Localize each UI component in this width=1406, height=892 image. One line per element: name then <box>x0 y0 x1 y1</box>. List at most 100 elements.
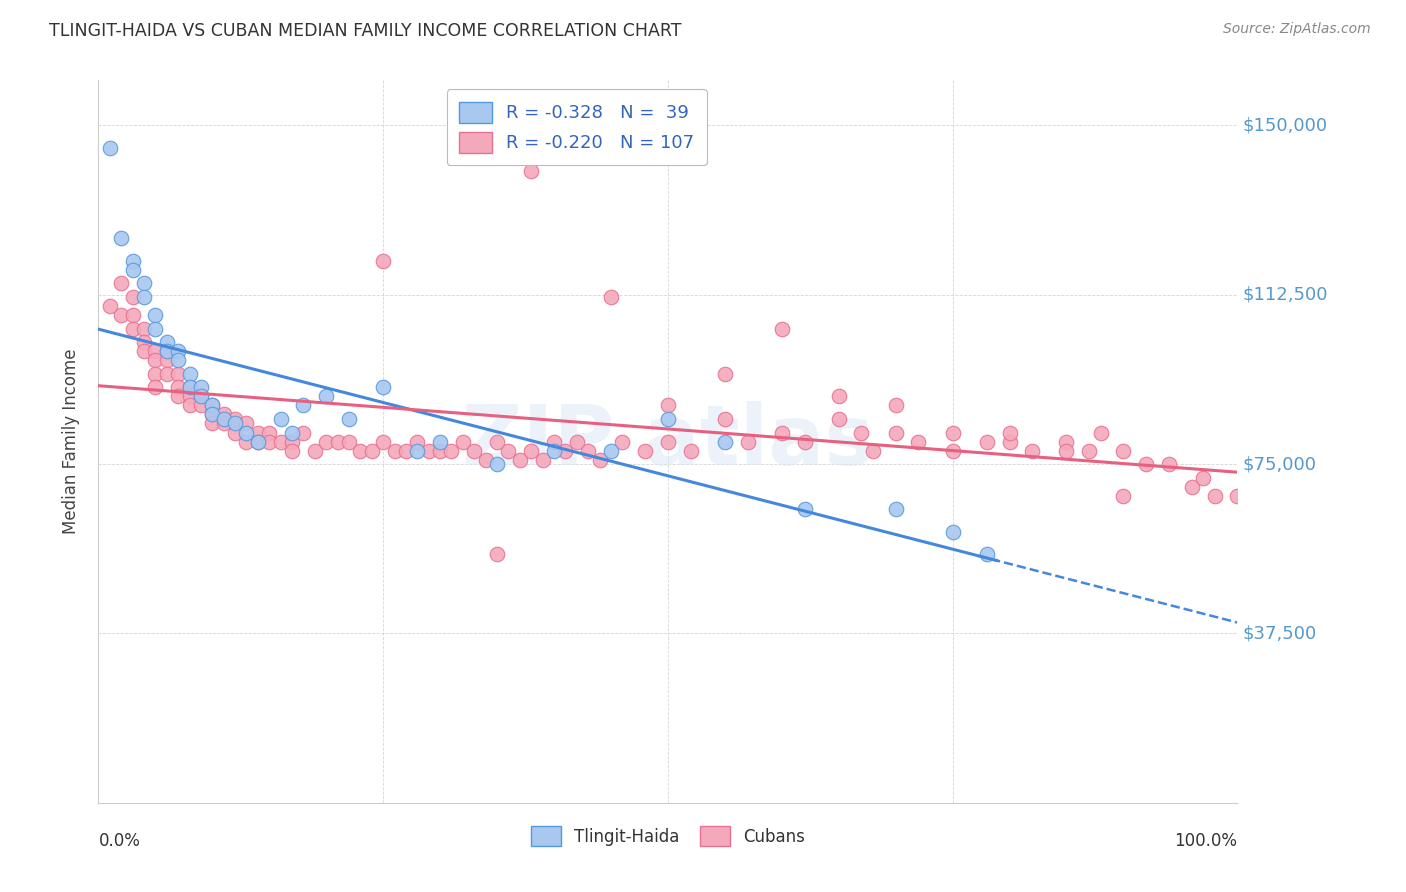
Point <box>714 367 737 381</box>
Point <box>576 443 599 458</box>
Point <box>224 417 246 431</box>
Point <box>554 443 576 458</box>
Point <box>451 434 474 449</box>
Text: 0.0%: 0.0% <box>98 831 141 850</box>
Point <box>942 524 965 539</box>
Point <box>384 443 406 458</box>
Point <box>1090 425 1112 440</box>
Point <box>884 425 907 440</box>
Point <box>851 425 873 440</box>
Point <box>132 321 155 335</box>
Point <box>486 457 509 471</box>
Point <box>190 389 212 403</box>
Point <box>679 443 702 458</box>
Legend: Tlingit-Haida, Cubans: Tlingit-Haida, Cubans <box>524 820 811 852</box>
Point <box>201 408 224 422</box>
Point <box>326 434 349 449</box>
Text: $37,500: $37,500 <box>1243 624 1317 642</box>
Point <box>156 344 179 359</box>
Point <box>509 452 531 467</box>
Point <box>190 398 212 412</box>
Point <box>828 412 851 426</box>
Point <box>1112 443 1135 458</box>
Point <box>1054 434 1078 449</box>
Point <box>190 380 212 394</box>
Point <box>942 425 965 440</box>
Point <box>737 434 759 449</box>
Point <box>714 412 737 426</box>
Point <box>167 367 190 381</box>
Point <box>145 380 167 394</box>
Point <box>212 412 235 426</box>
Point <box>657 398 679 412</box>
Point <box>714 434 737 449</box>
Point <box>1054 443 1078 458</box>
Point <box>98 141 121 155</box>
Point <box>486 434 509 449</box>
Y-axis label: Median Family Income: Median Family Income <box>62 349 80 534</box>
Point <box>179 380 201 394</box>
Point <box>167 344 190 359</box>
Point <box>942 443 965 458</box>
Point <box>121 290 143 304</box>
Point <box>98 299 121 313</box>
Point <box>110 308 132 322</box>
Text: Source: ZipAtlas.com: Source: ZipAtlas.com <box>1223 22 1371 37</box>
Point <box>429 443 451 458</box>
Point <box>600 290 623 304</box>
Point <box>145 321 167 335</box>
Point <box>1181 480 1204 494</box>
Point <box>520 163 543 178</box>
Point <box>315 389 337 403</box>
Point <box>246 434 269 449</box>
Text: $150,000: $150,000 <box>1243 117 1329 135</box>
Point <box>337 434 360 449</box>
Point <box>304 443 326 458</box>
Point <box>486 548 509 562</box>
Point <box>588 452 610 467</box>
Point <box>440 443 463 458</box>
Point <box>1021 443 1043 458</box>
Point <box>201 417 224 431</box>
Point <box>907 434 929 449</box>
Point <box>235 417 257 431</box>
Point <box>634 443 657 458</box>
Point <box>1204 489 1226 503</box>
Point <box>315 434 337 449</box>
Point <box>156 344 179 359</box>
Point <box>145 308 167 322</box>
Point <box>498 443 520 458</box>
Point <box>190 389 212 403</box>
Point <box>543 434 565 449</box>
Point <box>179 367 201 381</box>
Point <box>156 335 179 350</box>
Point <box>1135 457 1157 471</box>
Text: TLINGIT-HAIDA VS CUBAN MEDIAN FAMILY INCOME CORRELATION CHART: TLINGIT-HAIDA VS CUBAN MEDIAN FAMILY INC… <box>49 22 682 40</box>
Point <box>179 389 201 403</box>
Point <box>270 434 292 449</box>
Point <box>167 389 190 403</box>
Point <box>246 434 269 449</box>
Point <box>179 398 201 412</box>
Point <box>132 344 155 359</box>
Point <box>531 452 554 467</box>
Point <box>360 443 382 458</box>
Point <box>224 425 246 440</box>
Point <box>132 290 155 304</box>
Point <box>565 434 588 449</box>
Text: ZIP atlas: ZIP atlas <box>461 401 875 482</box>
Point <box>121 321 143 335</box>
Point <box>770 425 793 440</box>
Point <box>156 353 179 368</box>
Point <box>395 443 418 458</box>
Point <box>145 367 167 381</box>
Point <box>235 425 257 440</box>
Point <box>201 398 224 412</box>
Point <box>828 389 851 403</box>
Point <box>406 443 429 458</box>
Point <box>145 344 167 359</box>
Point <box>110 231 132 245</box>
Point <box>793 434 815 449</box>
Point <box>976 434 998 449</box>
Point <box>212 417 235 431</box>
